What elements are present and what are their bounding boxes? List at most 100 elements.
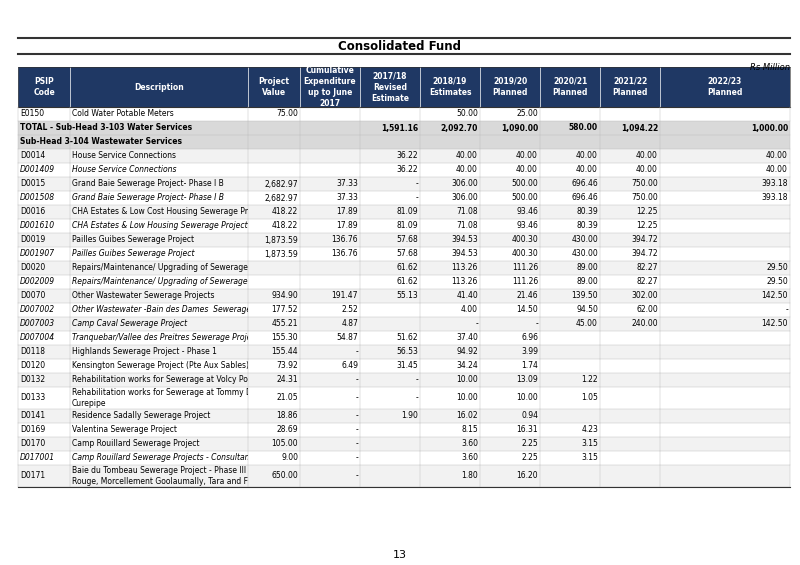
Text: Tranquebar/Vallee des Preitres Sewerage Project: Tranquebar/Vallee des Preitres Sewerage … [72,333,258,342]
Text: Kensington Sewerage Project (Pte Aux Sables): Kensington Sewerage Project (Pte Aux Sab… [72,362,249,371]
Text: -: - [415,180,418,189]
Text: 2022/23
Planned: 2022/23 Planned [707,77,742,97]
Text: -: - [355,472,358,480]
Text: -: - [355,376,358,385]
Text: 3.15: 3.15 [581,440,598,449]
Text: Other Wastewater Sewerage Projects: Other Wastewater Sewerage Projects [72,292,214,301]
Text: 12.25: 12.25 [637,207,658,216]
Text: 2,682.97: 2,682.97 [264,193,298,202]
Bar [18,289,790,303]
Text: 400.30: 400.30 [511,250,538,259]
Text: 0.94: 0.94 [521,411,538,420]
Text: 1.90: 1.90 [401,411,418,420]
Text: 750.00: 750.00 [631,193,658,202]
Text: 2021/22
Planned: 2021/22 Planned [612,77,648,97]
Text: 12.25: 12.25 [637,221,658,231]
Text: 2.52: 2.52 [342,306,358,315]
Text: 57.68: 57.68 [396,236,418,245]
Text: Camp Rouillard Sewerage Project: Camp Rouillard Sewerage Project [72,440,199,449]
Text: Rehabilitation works for Sewerage at Tommy D'Arifat
Curepipe: Rehabilitation works for Sewerage at Tom… [72,388,275,408]
Bar [18,275,790,289]
Text: 1.80: 1.80 [462,472,478,480]
Bar [18,409,790,423]
Text: D001610: D001610 [20,221,55,231]
Text: 10.00: 10.00 [456,376,478,385]
Bar [18,107,790,121]
Text: 394.53: 394.53 [451,250,478,259]
Text: D0141: D0141 [20,411,45,420]
Text: D007004: D007004 [20,333,55,342]
Text: 2018/19
Estimates: 2018/19 Estimates [429,77,471,97]
Text: E0150: E0150 [20,110,44,119]
Text: 57.68: 57.68 [396,250,418,259]
Text: 37.33: 37.33 [336,193,358,202]
Text: 2017/18
Revised
Estimate: 2017/18 Revised Estimate [371,71,409,103]
Text: -: - [415,376,418,385]
Text: -: - [355,411,358,420]
Text: D001508: D001508 [20,193,55,202]
Text: Project
Value: Project Value [258,77,290,97]
Bar [18,465,790,487]
Text: Other Wastewater -Bain des Dames  Sewerage Project: Other Wastewater -Bain des Dames Sewerag… [72,306,280,315]
Text: 10.00: 10.00 [516,393,538,402]
Text: 394.72: 394.72 [631,236,658,245]
Text: Grand Baie Sewerage Project- Phase I B: Grand Baie Sewerage Project- Phase I B [72,180,224,189]
Text: Grand Baie Sewerage Project- Phase I B: Grand Baie Sewerage Project- Phase I B [72,193,224,202]
Text: D0169: D0169 [20,425,46,434]
Text: D001409: D001409 [20,166,55,175]
Text: D0015: D0015 [20,180,46,189]
Bar [18,261,790,275]
Text: 3.60: 3.60 [461,454,478,463]
Text: 142.50: 142.50 [762,292,788,301]
Text: 25.00: 25.00 [516,110,538,119]
Text: 2019/20
Planned: 2019/20 Planned [492,77,528,97]
Text: 113.26: 113.26 [452,263,478,272]
Text: D0170: D0170 [20,440,46,449]
Text: CHA Estates & Low Housing Sewerage Project: CHA Estates & Low Housing Sewerage Proje… [72,221,248,231]
Bar [18,423,790,437]
Text: 81.09: 81.09 [396,221,418,231]
Bar [18,451,790,465]
Text: Pailles Guibes Sewerage Project: Pailles Guibes Sewerage Project [72,236,194,245]
Text: 1,000.00: 1,000.00 [750,124,788,133]
Text: 34.24: 34.24 [456,362,478,371]
Text: 93.46: 93.46 [516,207,538,216]
Text: 10.00: 10.00 [456,393,478,402]
Text: 1.05: 1.05 [581,393,598,402]
Bar [18,121,790,135]
Text: D007002: D007002 [20,306,55,315]
Text: -: - [355,454,358,463]
Text: 18.86: 18.86 [277,411,298,420]
Text: 82.27: 82.27 [637,263,658,272]
Text: 51.62: 51.62 [396,333,418,342]
Text: Sub-Head 3-104 Wastewater Services: Sub-Head 3-104 Wastewater Services [20,137,182,146]
Text: House Service Connections: House Service Connections [72,151,176,160]
Text: 430.00: 430.00 [571,236,598,245]
Text: 89.00: 89.00 [576,277,598,286]
Text: Pailles Guibes Sewerage Project: Pailles Guibes Sewerage Project [72,250,194,259]
Text: 1.22: 1.22 [582,376,598,385]
Text: 40.00: 40.00 [766,166,788,175]
Text: 81.09: 81.09 [396,207,418,216]
Text: 418.22: 418.22 [272,207,298,216]
Text: 1.74: 1.74 [521,362,538,371]
Text: Camp Rouillard Sewerage Projects - Consultancy: Camp Rouillard Sewerage Projects - Consu… [72,454,258,463]
Text: Highlands Sewerage Project - Phase 1: Highlands Sewerage Project - Phase 1 [72,347,217,357]
Text: D0118: D0118 [20,347,45,357]
Text: Consolidated Fund: Consolidated Fund [338,40,462,53]
Text: 37.40: 37.40 [456,333,478,342]
Text: 4.00: 4.00 [461,306,478,315]
Text: 750.00: 750.00 [631,180,658,189]
Bar [18,317,790,331]
Text: 80.39: 80.39 [576,221,598,231]
Text: 696.46: 696.46 [571,180,598,189]
Text: 1,873.59: 1,873.59 [264,236,298,245]
Text: 36.22: 36.22 [396,151,418,160]
Text: 13: 13 [393,550,407,560]
Text: 6.49: 6.49 [341,362,358,371]
Text: 394.53: 394.53 [451,236,478,245]
Text: 17.89: 17.89 [336,207,358,216]
Text: D0014: D0014 [20,151,46,160]
Text: 21.46: 21.46 [516,292,538,301]
Text: 40.00: 40.00 [636,151,658,160]
